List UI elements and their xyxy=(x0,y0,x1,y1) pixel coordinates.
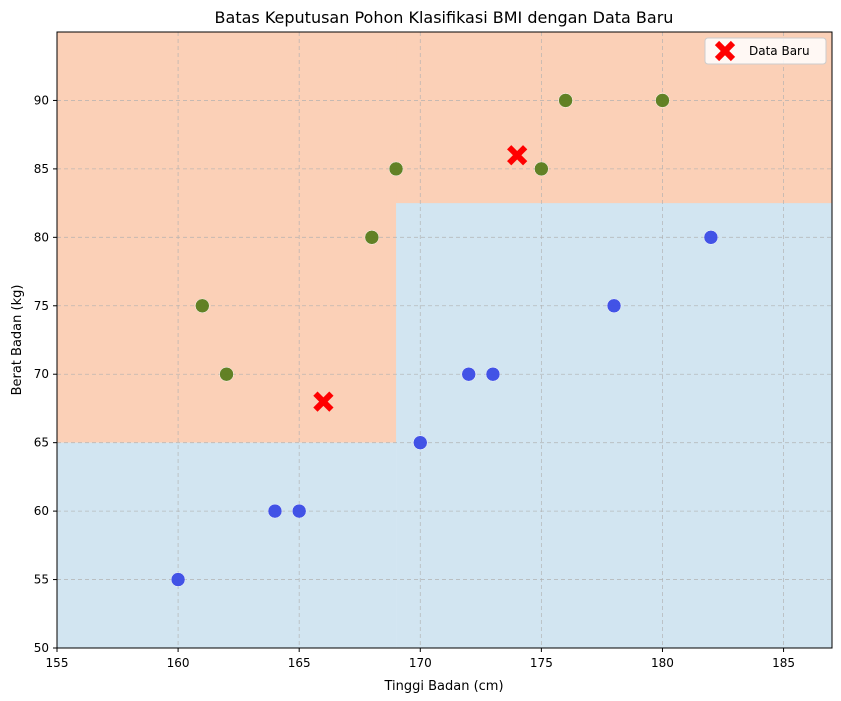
legend-x-icon xyxy=(714,40,736,62)
y-tick-label: 75 xyxy=(34,299,49,313)
data-point xyxy=(413,435,428,450)
y-axis: 50 55 60 65 70 75 80 85 90 xyxy=(34,93,57,655)
legend: Data Baru xyxy=(704,37,827,65)
data-point xyxy=(291,503,307,519)
data-point xyxy=(461,366,476,382)
y-tick-label: 55 xyxy=(34,573,49,587)
legend-label: Data Baru xyxy=(749,44,810,58)
data-point xyxy=(655,93,670,108)
x-marker-stroke xyxy=(507,145,528,166)
chart-title: Batas Keputusan Pohon Klasifikasi BMI de… xyxy=(215,8,674,27)
legend-box xyxy=(704,37,827,65)
y-tick-label: 70 xyxy=(34,367,49,381)
data-point xyxy=(364,230,380,245)
x-marker-stroke xyxy=(714,40,736,62)
data-point xyxy=(534,161,549,177)
data-point xyxy=(195,298,210,314)
data-point xyxy=(703,230,719,245)
y-axis-label: Berat Badan (kg) xyxy=(10,285,25,396)
y-tick-label: 50 xyxy=(34,641,49,655)
x-tick-label: 165 xyxy=(288,656,311,670)
decision-region xyxy=(396,203,832,648)
decision-regions xyxy=(57,32,832,648)
y-tick-label: 85 xyxy=(34,162,49,176)
x-tick-label: 155 xyxy=(46,656,69,670)
x-tick-label: 160 xyxy=(167,656,190,670)
data-point xyxy=(170,572,186,587)
data-point xyxy=(485,366,501,382)
x-tick-label: 180 xyxy=(651,656,674,670)
x-axis: 155 160 165 170 175 180 185 xyxy=(46,648,795,670)
y-tick-label: 65 xyxy=(34,436,49,450)
y-tick-label: 80 xyxy=(34,230,49,244)
data-point xyxy=(558,93,573,108)
decision-region xyxy=(57,442,397,648)
new-data-point xyxy=(313,391,334,412)
data-point xyxy=(267,503,283,519)
y-tick-label: 60 xyxy=(34,504,49,518)
data-point xyxy=(606,298,622,314)
x-axis-label: Tinggi Badan (cm) xyxy=(383,679,503,694)
data-point xyxy=(388,161,404,177)
x-tick-label: 175 xyxy=(530,656,553,670)
x-tick-label: 170 xyxy=(409,656,432,670)
data-point xyxy=(219,366,234,382)
new-data-point xyxy=(507,145,528,166)
data-points xyxy=(170,93,719,587)
x-tick-label: 185 xyxy=(772,656,795,670)
y-tick-label: 90 xyxy=(34,93,49,107)
x-marker-stroke xyxy=(313,391,334,412)
plot-frame xyxy=(56,31,833,649)
